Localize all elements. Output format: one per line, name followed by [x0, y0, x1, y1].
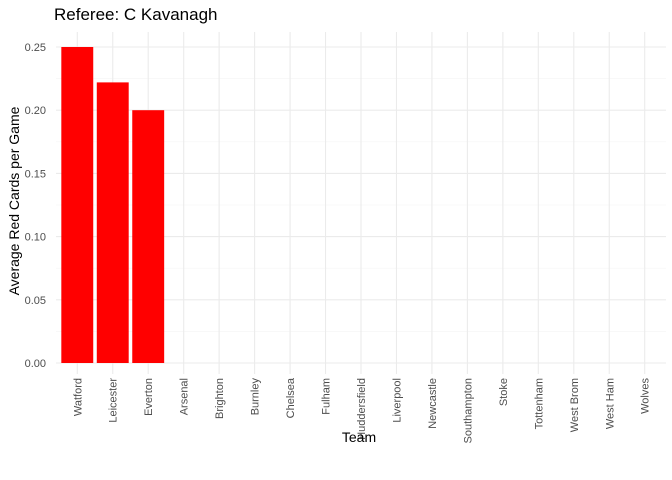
x-tick-label: West Ham: [604, 378, 616, 429]
y-tick-label: 0.10: [25, 232, 46, 244]
x-tick-label: Everton: [143, 378, 155, 416]
x-axis-ticks: Watford Leicester Everton Arsenal Brighton Bu…: [72, 377, 651, 443]
y-tick-label: 0.20: [25, 105, 46, 117]
bars: [61, 47, 165, 363]
x-axis-title: Team: [342, 429, 376, 445]
x-tick-label: Wolves: [640, 378, 652, 414]
y-tick-label: 0.25: [25, 42, 46, 54]
bar-everton: [132, 110, 165, 363]
y-axis-ticks: 0.00 0.05 0.10 0.15 0.20 0.25: [25, 42, 46, 370]
y-tick-label: 0.00: [25, 358, 46, 370]
bar-watford: [61, 47, 94, 363]
y-tick-label: 0.15: [25, 168, 46, 180]
x-tick-label: Leicester: [108, 378, 120, 423]
x-tick-label: Southampton: [462, 378, 474, 443]
x-tick-label: Newcastle: [427, 378, 439, 429]
x-tick-label: Arsenal: [179, 378, 191, 415]
y-tick-label: 0.05: [25, 295, 46, 307]
x-tick-label: West Brom: [569, 378, 581, 432]
x-tick-label: Fulham: [321, 378, 333, 415]
x-tick-label: Stoke: [498, 378, 510, 406]
bar-leicester: [96, 82, 129, 363]
y-axis-title: Average Red Cards per Game: [6, 106, 22, 295]
x-tick-label: Chelsea: [285, 377, 297, 418]
x-tick-label: Huddersfield: [356, 378, 368, 440]
x-tick-label: Burnley: [250, 378, 262, 416]
x-tick-label: Brighton: [214, 378, 226, 419]
x-tick-label: Tottenham: [533, 378, 545, 429]
x-tick-label: Liverpool: [391, 378, 403, 423]
x-tick-label: Watford: [72, 378, 84, 416]
chart-title: Referee: C Kavanagh: [54, 5, 218, 24]
